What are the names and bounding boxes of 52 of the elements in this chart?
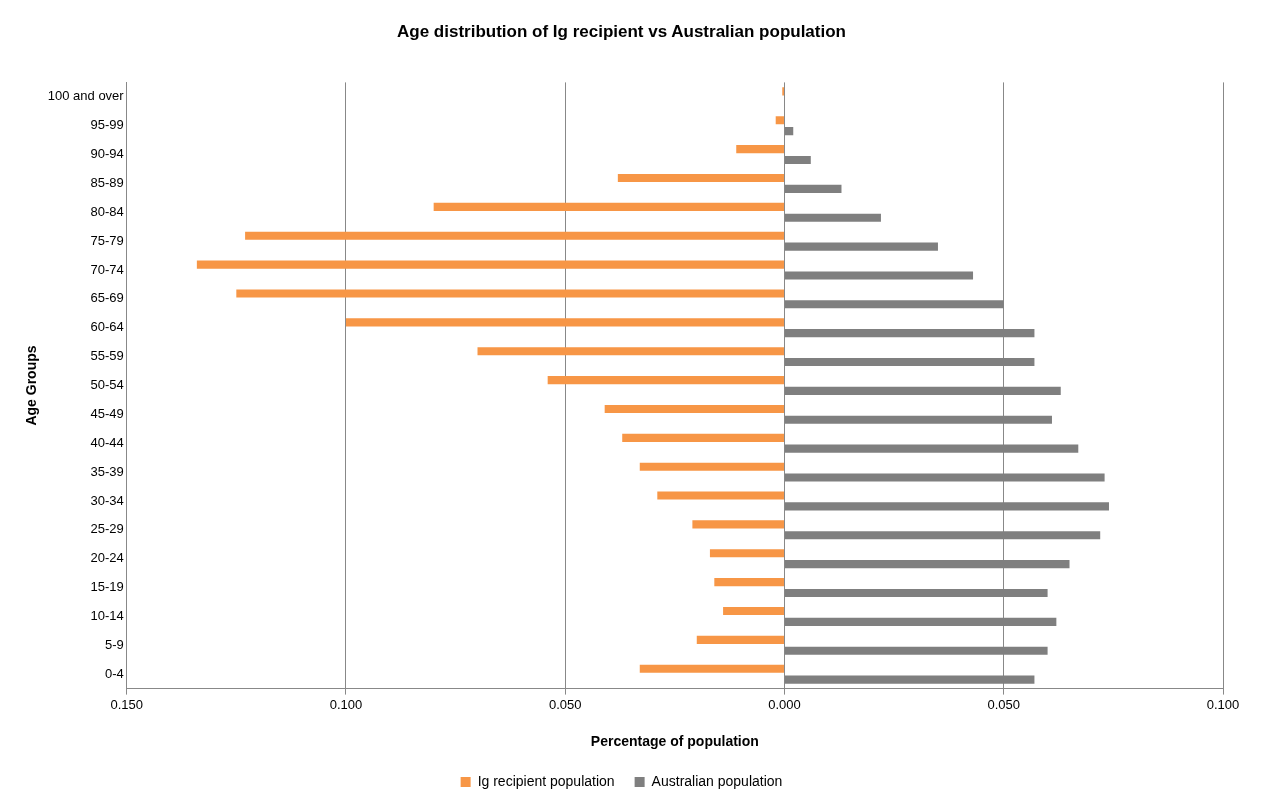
x-tick-label: 0.150 <box>110 696 143 712</box>
y-tick-label: 45-49 <box>90 405 124 421</box>
x-tick-label: 0.050 <box>987 696 1021 712</box>
y-tick-label: 0-4 <box>104 665 124 681</box>
y-tick-label: 100 and over <box>47 88 125 104</box>
y-tick-label: 35-39 <box>90 463 124 479</box>
bar <box>617 173 784 183</box>
y-tick-label: 70-74 <box>90 261 124 277</box>
y-tick-label: 55-59 <box>90 348 124 364</box>
y-tick-label: 5-9 <box>104 636 124 652</box>
y-tick-label: 85-89 <box>90 175 124 191</box>
y-tick-label: 90-94 <box>90 146 124 162</box>
x-tick-label: 0.000 <box>768 696 801 712</box>
bar <box>639 462 784 471</box>
x-tick-label: 0.050 <box>548 696 582 712</box>
y-tick-label: 10-14 <box>90 608 124 624</box>
x-tick-label: 0.100 <box>1206 696 1240 712</box>
y-tick-label: 50-54 <box>90 377 124 393</box>
y-tick-label: 60-64 <box>90 319 124 335</box>
bar <box>692 520 784 529</box>
bar <box>622 433 784 442</box>
bar <box>775 116 784 125</box>
bar <box>604 404 784 414</box>
y-tick-label: 65-69 <box>90 290 124 306</box>
y-axis-title: Age Groups <box>23 345 40 426</box>
bar <box>736 145 784 154</box>
x-tick-label: 0.100 <box>329 696 363 712</box>
legend-label: Australian population <box>651 772 783 789</box>
y-tick-label: 25-29 <box>90 521 124 537</box>
x-axis-title: Percentage of population <box>590 733 759 750</box>
bar <box>196 260 784 269</box>
bar <box>723 606 784 616</box>
bar <box>547 376 784 385</box>
bar <box>245 231 784 240</box>
y-tick-label: 30-34 <box>90 492 124 508</box>
bar <box>433 202 784 211</box>
bar <box>709 549 784 558</box>
bar <box>236 289 784 298</box>
bar <box>657 491 784 500</box>
bar <box>714 578 784 587</box>
y-tick-label: 75-79 <box>90 232 124 248</box>
y-tick-label: 20-24 <box>90 550 124 566</box>
y-tick-label: 15-19 <box>90 579 124 595</box>
bar <box>345 318 784 327</box>
bar <box>639 664 784 673</box>
y-tick-label: 80-84 <box>90 203 124 219</box>
y-tick-label: 40-44 <box>90 434 124 450</box>
bar <box>477 347 784 356</box>
legend-label: Ig recipient population <box>477 772 615 789</box>
chart-title: Age distribution of Ig recipient vs Australian population <box>397 21 846 41</box>
bar <box>696 635 784 644</box>
y-tick-label: 95-99 <box>90 117 124 133</box>
